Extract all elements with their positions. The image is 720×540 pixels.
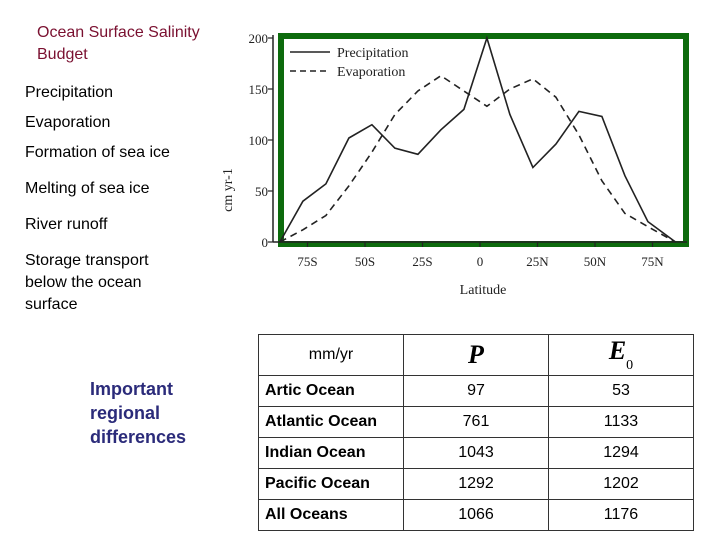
precipitation-header-cell: P xyxy=(403,334,549,376)
table-header-row: mm/yr P E0 xyxy=(258,334,694,376)
evaporation-cell: 53 xyxy=(548,375,694,407)
precipitation-cell: 761 xyxy=(403,406,549,438)
budget-item-river-runoff: River runoff xyxy=(25,216,108,233)
precipitation-cell: 1043 xyxy=(403,437,549,469)
budget-item-precipitation: Precipitation xyxy=(25,84,114,101)
legend-precipitation-label: Precipitation xyxy=(337,46,409,61)
region-cell: Atlantic Ocean xyxy=(258,406,404,438)
table-row: Artic Ocean 97 53 xyxy=(258,375,694,407)
precipitation-symbol: P xyxy=(468,340,484,369)
x-tick-label: 50S xyxy=(355,254,375,269)
x-tick-label: 75S xyxy=(297,254,317,269)
table-row: Atlantic Ocean 761 1133 xyxy=(258,406,694,438)
precipitation-cell: 1292 xyxy=(403,468,549,500)
salinity-budget-chart: 0 50 100 150 200 75S 50S 25S 0 25N 50N 75N cm yr-1… xyxy=(221,31,689,298)
region-cell: Pacific Ocean xyxy=(258,468,404,500)
region-cell: Artic Ocean xyxy=(258,375,404,407)
unit-header-cell: mm/yr xyxy=(258,334,404,376)
x-tick-label: 0 xyxy=(477,254,484,269)
chart-legend: Precipitation Evaporation xyxy=(290,46,409,80)
legend-evaporation-label: Evaporation xyxy=(337,65,405,80)
precipitation-cell: 97 xyxy=(403,375,549,407)
series-line-precipitation xyxy=(279,35,676,243)
regional-differences-note: Important regional differences xyxy=(90,379,187,447)
x-axis-label: Latitude xyxy=(460,283,507,298)
budget-item-sea-ice-melting: Melting of sea ice xyxy=(25,180,150,197)
evaporation-cell: 1176 xyxy=(548,499,694,531)
table-row: All Oceans 1066 1176 xyxy=(258,499,694,531)
regional-budget-table: mm/yr P E0 Artic Ocean 97 53 Atlantic Oc… xyxy=(258,334,694,531)
evaporation-subscript: 0 xyxy=(626,358,634,373)
budget-item-evaporation: Evaporation xyxy=(25,114,111,131)
y-tick-label: 100 xyxy=(249,133,269,148)
slide-title: Ocean Surface Salinity Budget xyxy=(37,24,200,63)
x-tick-label: 75N xyxy=(641,254,664,269)
series-line-evaporation xyxy=(279,74,676,243)
table-row: Pacific Ocean 1292 1202 xyxy=(258,468,694,500)
evaporation-cell: 1294 xyxy=(548,437,694,469)
budget-item-sea-ice-formation: Formation of sea ice xyxy=(25,144,170,161)
evaporation-header-cell: E0 xyxy=(548,334,694,376)
x-tick-label: 25N xyxy=(526,254,549,269)
y-tick-label: 50 xyxy=(255,184,268,199)
y-tick-label: 150 xyxy=(249,82,269,97)
y-axis-label: cm yr-1 xyxy=(221,168,236,212)
y-tick-label: 200 xyxy=(249,31,269,46)
region-cell: Indian Ocean xyxy=(258,437,404,469)
budget-item-storage-transport: Storage transport below the ocean surfac… xyxy=(25,252,149,313)
region-cell: All Oceans xyxy=(258,499,404,531)
evaporation-cell: 1133 xyxy=(548,406,694,438)
evaporation-symbol: E xyxy=(608,336,627,365)
y-tick-label: 0 xyxy=(262,235,269,250)
evaporation-cell: 1202 xyxy=(548,468,694,500)
x-tick-label: 50N xyxy=(584,254,607,269)
x-tick-label: 25S xyxy=(412,254,432,269)
table-row: Indian Ocean 1043 1294 xyxy=(258,437,694,469)
precipitation-cell: 1066 xyxy=(403,499,549,531)
chart-frame xyxy=(278,33,689,247)
